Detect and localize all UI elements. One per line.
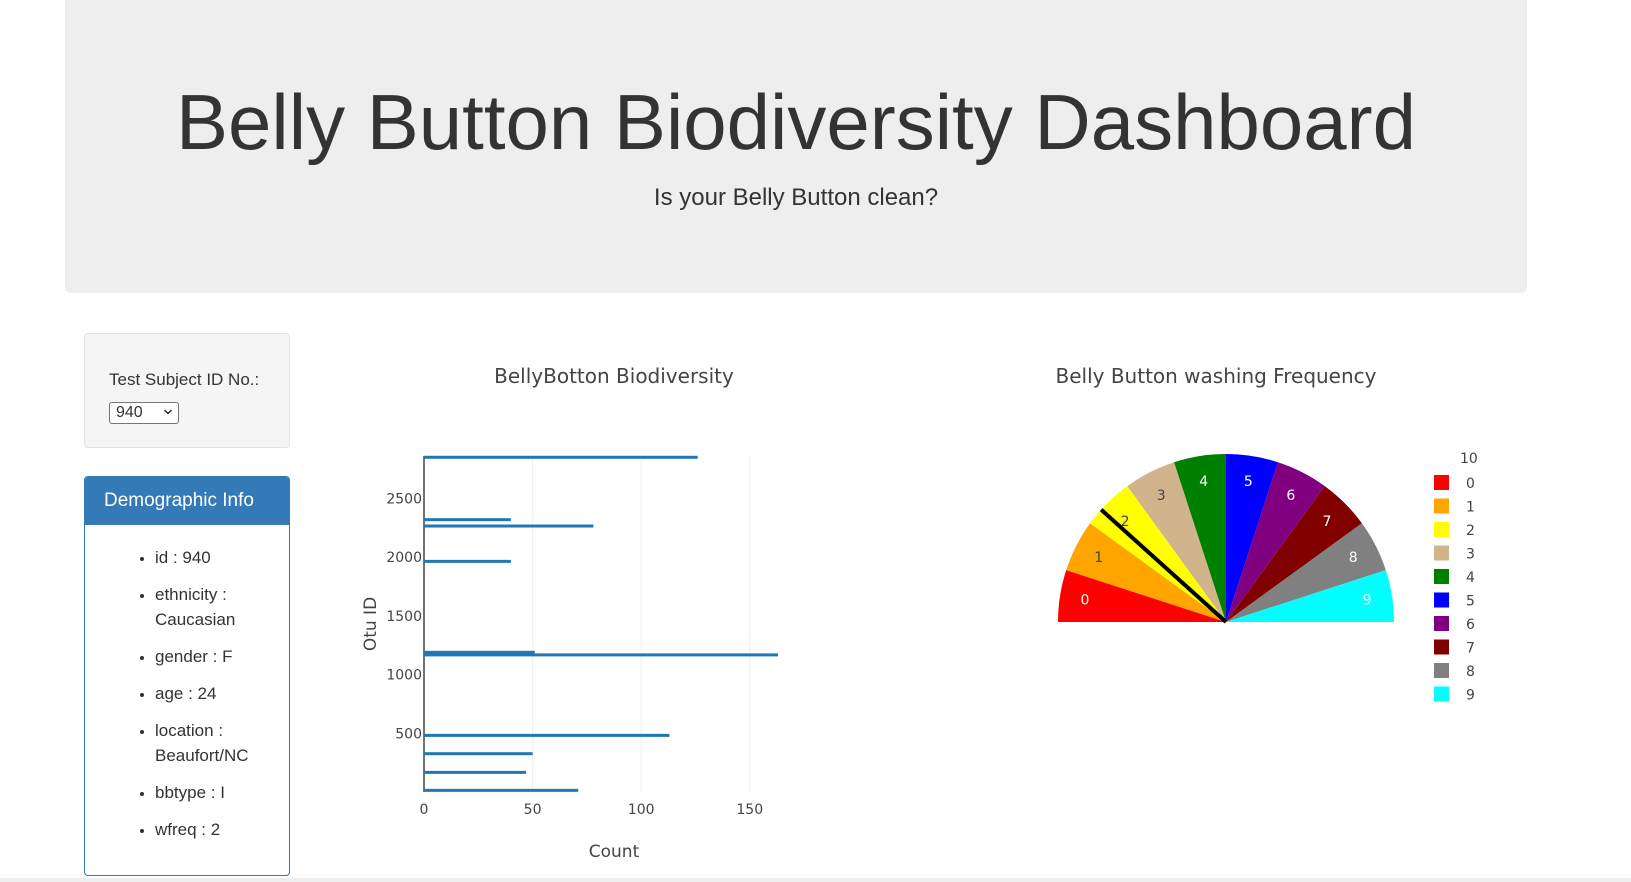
legend-swatch: [1434, 639, 1449, 655]
bar: [424, 788, 579, 792]
gauge-slice-label: 5: [1244, 474, 1253, 490]
demographic-info-panel: Demographic Info id : 940ethnicity : Cau…: [84, 476, 290, 876]
legend-label: 2: [1466, 523, 1475, 539]
legend-swatch: [1434, 569, 1449, 584]
demographic-item: age : 24: [155, 681, 305, 706]
gauge-slice-label: 4: [1199, 474, 1208, 490]
gauge-slice: [1226, 570, 1394, 622]
demographic-info-title: Demographic Info: [85, 477, 289, 525]
gauge-slice-label: 8: [1349, 550, 1358, 566]
demographic-item: gender : F: [155, 644, 305, 669]
gauge-slice: [1226, 486, 1362, 622]
gauge-needle: [1099, 508, 1228, 624]
legend-label: 8: [1466, 664, 1475, 680]
demographic-item: ethnicity : Caucasian: [155, 582, 305, 632]
y-axis-label: Otu ID: [361, 597, 381, 651]
page-subtitle: Is your Belly Button clean?: [653, 184, 939, 211]
legend-label: 4: [1466, 570, 1475, 586]
gauge-slice: [1066, 523, 1226, 622]
gauge-slice: [1226, 523, 1386, 622]
gauge-slice-label: 9: [1363, 593, 1372, 609]
bar: [424, 770, 527, 774]
y-tick-label: 2000: [386, 550, 422, 566]
x-tick-label: 50: [524, 802, 542, 818]
y-tick-label: 500: [395, 726, 422, 742]
footer-divider: [0, 878, 1631, 882]
legend-label: 0: [1466, 476, 1475, 492]
subject-id-select[interactable]: 940: [109, 402, 179, 424]
demographic-item: bbtype : I: [155, 780, 305, 805]
bar: [424, 733, 670, 737]
y-tick-label: 1000: [386, 668, 422, 684]
wash-frequency-gauge: Belly Button washing Frequency 0 1 2 3 4 5 6 7 8 9…: [1056, 364, 1478, 704]
x-tick-label: 150: [736, 802, 763, 818]
bar: [424, 518, 511, 522]
page-title: Belly Button Biodiversity Dashboard: [176, 78, 1416, 166]
bar-chart-title: BellyBotton Biodiversity: [494, 364, 734, 388]
legend-label: 3: [1466, 547, 1475, 563]
bar: [424, 650, 535, 654]
demographic-item: location : Beaufort/NC: [155, 718, 305, 768]
legend-swatch: [1434, 545, 1449, 561]
bar: [424, 559, 511, 563]
gauge-title: Belly Button washing Frequency: [1056, 364, 1377, 388]
y-tick-label: 1500: [386, 609, 422, 625]
bar: [424, 653, 778, 657]
x-tick-label: 0: [420, 802, 429, 818]
legend-label: 5: [1466, 594, 1475, 610]
legend-label: 1: [1466, 500, 1475, 516]
gauge-slice: [1127, 462, 1226, 622]
bar: [424, 455, 698, 459]
legend-swatch: [1434, 686, 1449, 702]
x-tick-label: 100: [628, 802, 655, 818]
gauge-slice-label: 1: [1094, 550, 1103, 566]
gauge-slice-label: 0: [1080, 593, 1089, 609]
bar: [424, 524, 594, 528]
gauge-slice: [1090, 486, 1226, 622]
x-axis-label: Count: [589, 842, 640, 862]
header-jumbotron: Belly Button Biodiversity Dashboard Is y…: [65, 0, 1527, 293]
legend-swatch: [1434, 522, 1449, 537]
legend-label: 9: [1466, 688, 1475, 704]
y-tick-label: 2500: [386, 491, 422, 507]
gauge-slice: [1174, 454, 1226, 622]
legend-swatch: [1434, 592, 1449, 608]
gauge-slice: [1226, 454, 1278, 622]
bar: [424, 752, 533, 756]
gauge-slice-label: 7: [1323, 514, 1332, 530]
chevron-down-icon: [164, 409, 172, 415]
legend-swatch: [1434, 498, 1449, 514]
demographic-item: id : 940: [155, 545, 305, 570]
legend-header: 10: [1460, 451, 1478, 467]
legend-swatch: [1434, 475, 1449, 490]
gauge-slice-label: 3: [1157, 488, 1166, 504]
demographic-item: wfreq : 2: [155, 817, 305, 842]
legend-swatch: [1434, 616, 1449, 631]
gauge-slice: [1058, 570, 1226, 622]
subject-id-value: 940: [116, 404, 143, 421]
subject-selector-label: Test Subject ID No.:: [109, 370, 260, 389]
demographic-info-list: id : 940 ethnicity : Caucasian gender : F a…: [105, 545, 305, 854]
subject-selector-panel: Test Subject ID No.: 940: [84, 333, 290, 448]
legend-label: 7: [1466, 641, 1475, 657]
legend-label: 6: [1466, 617, 1475, 633]
legend-swatch: [1434, 663, 1449, 678]
gauge-slice: [1226, 462, 1325, 622]
gauge-slice-label: 2: [1121, 514, 1130, 530]
otu-bar-chart: BellyBotton Biodiversity 0 50 100 150 500 1000…: [361, 364, 778, 862]
gauge-slice-label: 6: [1286, 488, 1295, 504]
